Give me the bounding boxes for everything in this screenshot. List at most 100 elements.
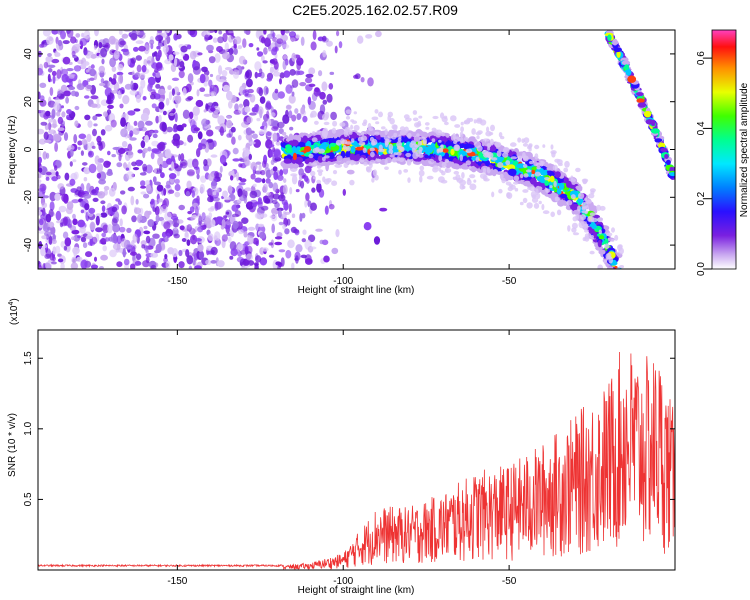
noise-blob — [127, 186, 135, 192]
noise-blob — [104, 124, 113, 132]
noise-blob — [109, 57, 116, 68]
noise-blob — [70, 262, 79, 269]
noise-blob — [52, 118, 57, 129]
noise-blob — [41, 235, 48, 240]
halo-blob — [523, 137, 530, 144]
noise-blob — [155, 214, 160, 223]
noise-blob — [60, 241, 65, 248]
noise-blob — [100, 78, 105, 84]
noise-blob — [93, 45, 97, 50]
noise-blob — [194, 265, 202, 269]
noise-blob — [43, 131, 49, 140]
ridge-blob — [549, 175, 555, 183]
halo-blob — [549, 185, 553, 189]
halo-blob — [533, 161, 539, 167]
noise-blob — [299, 174, 303, 181]
noise-blob — [158, 114, 162, 123]
noise-blob — [52, 239, 57, 245]
noise-blob — [294, 108, 299, 114]
noise-blob — [282, 184, 288, 195]
noise-blob — [143, 44, 150, 55]
ridge-blob — [558, 183, 565, 190]
noise-blob — [127, 110, 136, 116]
noise-blob — [127, 150, 134, 159]
halo-blob — [588, 193, 595, 199]
halo-blob — [312, 176, 316, 180]
noise-blob — [291, 114, 297, 122]
noise-blob — [357, 35, 364, 44]
noise-blob — [360, 77, 365, 83]
halo-blob — [469, 174, 476, 179]
ridge-blob — [598, 235, 605, 240]
noise-blob — [363, 222, 372, 231]
noise-blob — [54, 52, 61, 57]
noise-blob — [174, 183, 181, 192]
halo-blob — [316, 165, 322, 169]
ridge-blob — [546, 170, 554, 176]
noise-blob — [182, 109, 190, 120]
noise-blob — [258, 130, 265, 135]
noise-blob — [127, 57, 131, 66]
noise-blob — [44, 253, 52, 259]
ridge-blob — [612, 38, 618, 46]
halo-blob — [496, 150, 502, 157]
halo-blob — [425, 126, 430, 130]
noise-blob — [262, 160, 267, 168]
noise-blob — [241, 121, 249, 128]
noise-blob — [38, 67, 44, 76]
noise-blob — [189, 111, 194, 120]
noise-blob — [124, 83, 133, 90]
noise-blob — [41, 41, 45, 45]
noise-blob — [49, 201, 55, 211]
noise-blob — [47, 73, 51, 83]
noise-blob — [212, 37, 218, 43]
noise-blob — [272, 132, 278, 142]
noise-blob — [153, 129, 159, 134]
noise-blob — [196, 173, 200, 180]
noise-blob — [125, 167, 130, 171]
noise-blob — [195, 99, 204, 108]
halo-blob — [412, 110, 418, 115]
noise-blob — [215, 216, 224, 225]
noise-blob — [173, 233, 180, 239]
noise-blob — [238, 163, 243, 168]
noise-blob — [263, 85, 269, 96]
halo-blob — [604, 243, 610, 249]
noise-blob — [91, 145, 96, 149]
noise-blob — [219, 126, 224, 136]
noise-blob — [234, 103, 239, 112]
noise-blob — [150, 264, 157, 269]
noise-blob — [57, 258, 64, 263]
halo-blob — [487, 152, 494, 159]
noise-blob — [192, 59, 197, 69]
noise-blob — [261, 178, 266, 184]
noise-blob — [165, 260, 171, 269]
ridge-blob — [291, 145, 297, 153]
halo-blob — [523, 173, 529, 178]
noise-blob — [248, 153, 252, 160]
noise-blob — [210, 180, 217, 190]
halo-blob — [584, 197, 588, 202]
halo-blob — [418, 154, 424, 158]
noise-blob — [223, 196, 231, 201]
noise-blob — [62, 40, 70, 45]
noise-blob — [334, 45, 338, 54]
noise-blob — [231, 204, 239, 212]
noise-blob — [118, 30, 123, 35]
noise-blob — [60, 84, 68, 93]
halo-blob — [371, 116, 379, 121]
noise-blob — [49, 252, 55, 261]
noise-blob — [138, 45, 146, 52]
noise-blob — [322, 50, 327, 58]
noise-blob — [121, 89, 125, 94]
chart-title: C2E5.2025.162.02.57.R09 — [292, 2, 458, 18]
noise-blob — [197, 243, 204, 252]
noise-blob — [169, 112, 175, 116]
noise-blob — [141, 65, 147, 73]
noise-blob — [70, 36, 77, 44]
noise-blob — [60, 30, 66, 40]
noise-blob — [123, 258, 130, 266]
noise-blob — [58, 127, 65, 131]
halo-blob — [316, 130, 322, 134]
noise-blob — [51, 70, 57, 77]
